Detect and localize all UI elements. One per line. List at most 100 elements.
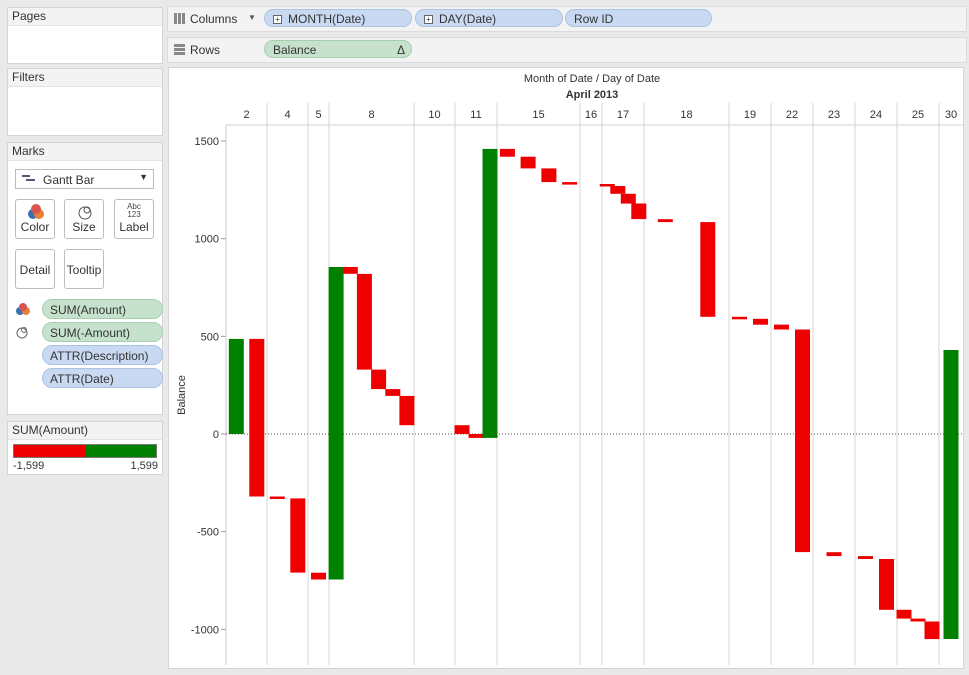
color-icon	[28, 204, 44, 219]
detail-button[interactable]: Detail	[15, 249, 55, 289]
legend-gradient[interactable]	[13, 444, 157, 458]
gantt-bar	[943, 350, 959, 639]
gantt-bar	[599, 184, 615, 187]
filters-title: Filters	[8, 69, 162, 87]
field-pill-sum-amount[interactable]: SUM(Amount)	[42, 299, 163, 319]
gantt-bar	[826, 552, 842, 557]
columns-shelf[interactable]: Columns ▼ + MONTH(Date) + DAY(Date) Row ID	[167, 6, 967, 32]
gantt-bar	[700, 222, 716, 317]
size-icon	[16, 327, 28, 339]
waterfall-chart[interactable]: Month of Date / Day of Date April 2013 Bal…	[169, 68, 963, 668]
day-label: 16	[585, 109, 597, 121]
header-month: April 2013	[566, 89, 619, 101]
day-label: 19	[744, 109, 756, 121]
gantt-bar	[385, 389, 401, 396]
day-label: 11	[470, 109, 481, 121]
color-button[interactable]: Color	[15, 199, 55, 239]
mark-type-dropdown[interactable]: Gantt Bar ▼	[15, 169, 154, 189]
pill-day-date-label: DAY(Date)	[439, 12, 497, 26]
day-label: 10	[428, 109, 440, 121]
gantt-bar	[753, 318, 768, 325]
day-label: 24	[870, 109, 882, 121]
expand-icon[interactable]: +	[273, 15, 282, 24]
gantt-bar	[896, 609, 912, 619]
columns-label: Columns	[190, 12, 238, 26]
gantt-bar	[269, 496, 285, 499]
filters-card: Filters	[7, 68, 163, 136]
pill-month-date-label: MONTH(Date)	[288, 12, 366, 26]
label-button[interactable]: Abc 123 Label	[114, 199, 154, 239]
gantt-bar	[342, 267, 358, 274]
gantt-bar	[371, 369, 387, 390]
gantt-bar	[562, 182, 578, 185]
label-icon: Abc 123	[127, 202, 141, 219]
gantt-bar	[610, 186, 626, 194]
field-pill-sum-neg-amount[interactable]: SUM(-Amount)	[42, 322, 163, 342]
color-icon	[16, 303, 30, 315]
tooltip-button[interactable]: Tooltip	[64, 249, 104, 289]
day-label: 4	[284, 109, 290, 121]
y-tick-label: 1000	[195, 234, 219, 246]
y-tick-label: 500	[201, 331, 219, 343]
gantt-bar	[924, 621, 940, 640]
tooltip-label: Tooltip	[66, 263, 102, 277]
size-icon	[78, 206, 92, 220]
gantt-bar	[328, 267, 344, 580]
gantt-bar	[910, 618, 926, 622]
columns-icon	[174, 13, 185, 24]
gantt-bar	[858, 556, 873, 559]
gantt-bar	[657, 219, 673, 223]
label-label: Label	[119, 220, 149, 234]
rows-shelf[interactable]: Rows Balance Δ	[167, 37, 967, 63]
legend-title: SUM(Amount)	[8, 422, 162, 440]
rows-icon	[174, 44, 185, 55]
gantt-bar	[520, 156, 536, 169]
marks-card: Marks Gantt Bar ▼ Color Size Abc 123 Lab…	[7, 142, 163, 415]
rows-label: Rows	[190, 43, 221, 57]
gantt-bar-icon	[22, 175, 35, 181]
mark-type-value: Gantt Bar	[43, 173, 95, 187]
day-label: 15	[532, 109, 544, 121]
marks-title: Marks	[8, 143, 162, 161]
color-legend-card: SUM(Amount) -1,599 1,599	[7, 421, 163, 475]
pages-title: Pages	[8, 8, 162, 26]
day-label: 18	[680, 109, 692, 121]
pill-balance[interactable]: Balance Δ	[264, 40, 412, 58]
y-axis-label: Balance	[176, 375, 188, 415]
pill-row-id[interactable]: Row ID	[565, 9, 712, 27]
legend-negative-segment	[14, 445, 85, 457]
columns-dropdown-icon[interactable]: ▼	[248, 13, 256, 22]
gantt-bar	[879, 559, 894, 610]
field-pill-attr-description[interactable]: ATTR(Description)	[42, 345, 163, 365]
expand-icon[interactable]: +	[424, 15, 433, 24]
delta-icon: Δ	[396, 43, 405, 57]
gantt-bar	[795, 329, 810, 553]
day-label: 30	[945, 109, 957, 121]
gantt-bar	[732, 316, 747, 320]
size-button[interactable]: Size	[64, 199, 104, 239]
y-tick-label: -1000	[191, 624, 219, 636]
gantt-bar	[631, 203, 647, 220]
gantt-bar	[541, 168, 557, 183]
legend-positive-segment	[85, 445, 156, 457]
pill-day-date[interactable]: + DAY(Date)	[415, 9, 563, 27]
detail-label: Detail	[19, 263, 51, 277]
gantt-bar	[228, 338, 244, 434]
day-label: 8	[368, 109, 374, 121]
pages-card: Pages	[7, 7, 163, 64]
pill-balance-label: Balance	[273, 43, 317, 57]
gantt-bar	[454, 425, 470, 434]
color-label: Color	[20, 220, 50, 234]
legend-min: -1,599	[13, 460, 45, 472]
y-tick-label: 0	[213, 429, 219, 441]
gantt-bar	[774, 324, 789, 330]
day-label: 22	[786, 109, 798, 121]
size-label: Size	[72, 220, 96, 234]
pill-month-date[interactable]: + MONTH(Date)	[264, 9, 412, 27]
chart-area[interactable]: Month of Date / Day of Date April 2013 Bal…	[168, 67, 964, 669]
field-pill-attr-date[interactable]: ATTR(Date)	[42, 368, 163, 388]
gantt-bar	[356, 273, 372, 370]
gantt-bar	[499, 148, 515, 157]
header-title: Month of Date / Day of Date	[524, 73, 660, 85]
chevron-down-icon: ▼	[139, 172, 148, 182]
